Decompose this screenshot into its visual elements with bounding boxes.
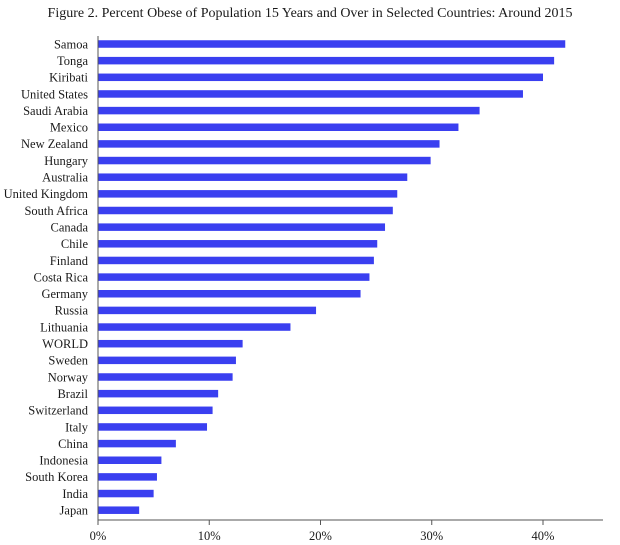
bar xyxy=(98,406,213,415)
category-label: Brazil xyxy=(57,387,88,401)
chart-title: Figure 2. Percent Obese of Population 15… xyxy=(48,6,573,21)
category-label: Tonga xyxy=(57,54,89,68)
category-label: Australia xyxy=(42,171,88,185)
bar xyxy=(98,389,219,398)
category-label: Italy xyxy=(65,420,89,434)
category-label: Mexico xyxy=(50,121,88,135)
bar xyxy=(98,223,386,231)
bar xyxy=(98,123,459,131)
bar xyxy=(98,73,543,82)
bar xyxy=(98,473,157,481)
category-label: New Zealand xyxy=(21,137,89,151)
x-tick-label: 0% xyxy=(90,529,107,543)
bar xyxy=(98,423,208,431)
category-label: Germany xyxy=(41,287,88,301)
category-label: Switzerland xyxy=(28,404,88,418)
category-label: WORLD xyxy=(42,337,88,351)
bar xyxy=(98,173,408,181)
bars-group xyxy=(98,40,566,514)
bar xyxy=(98,256,374,265)
category-label: Samoa xyxy=(54,37,88,51)
x-tick-label: 40% xyxy=(532,529,555,543)
bar xyxy=(98,206,393,215)
category-label: Indonesia xyxy=(39,454,88,468)
bar xyxy=(98,190,398,198)
bar xyxy=(98,240,378,248)
category-label: South Korea xyxy=(25,470,88,484)
bar xyxy=(98,506,140,514)
category-label: Norway xyxy=(48,370,89,384)
bar xyxy=(98,306,317,315)
bar xyxy=(98,323,291,331)
category-label: United States xyxy=(21,87,88,101)
category-label: India xyxy=(62,487,88,501)
category-label: Hungary xyxy=(44,154,88,168)
bar xyxy=(98,273,370,281)
bar xyxy=(98,90,523,98)
category-label: Russia xyxy=(55,304,89,318)
category-label: Saudi Arabia xyxy=(23,104,88,118)
bar xyxy=(98,456,162,464)
bar xyxy=(98,373,233,381)
bar xyxy=(98,156,431,165)
category-label: Chile xyxy=(61,237,89,251)
bar xyxy=(98,439,176,448)
category-label: Costa Rica xyxy=(33,270,88,284)
category-label: Canada xyxy=(51,220,89,234)
x-tick-label: 20% xyxy=(309,529,332,543)
bar xyxy=(98,40,566,48)
x-tick-label: 10% xyxy=(198,529,221,543)
category-label: United Kingdom xyxy=(4,187,89,201)
bar xyxy=(98,140,440,148)
bar xyxy=(98,106,480,115)
category-label: Japan xyxy=(60,504,89,518)
category-label: Lithuania xyxy=(40,320,88,334)
category-label: South Africa xyxy=(24,204,88,218)
bar xyxy=(98,56,555,65)
category-labels: Samoa Tonga Kiribati United States Saudi Ara… xyxy=(4,37,89,517)
category-label: Finland xyxy=(50,254,89,268)
bar xyxy=(98,356,236,365)
category-label: China xyxy=(58,437,88,451)
bar xyxy=(98,489,154,498)
x-ticks: 0% 10% 20% 30% 40% xyxy=(90,520,555,543)
x-tick-label: 30% xyxy=(420,529,443,543)
category-label: Sweden xyxy=(48,354,88,368)
bar xyxy=(98,290,361,298)
bar xyxy=(98,339,243,348)
category-label: Kiribati xyxy=(49,71,88,85)
